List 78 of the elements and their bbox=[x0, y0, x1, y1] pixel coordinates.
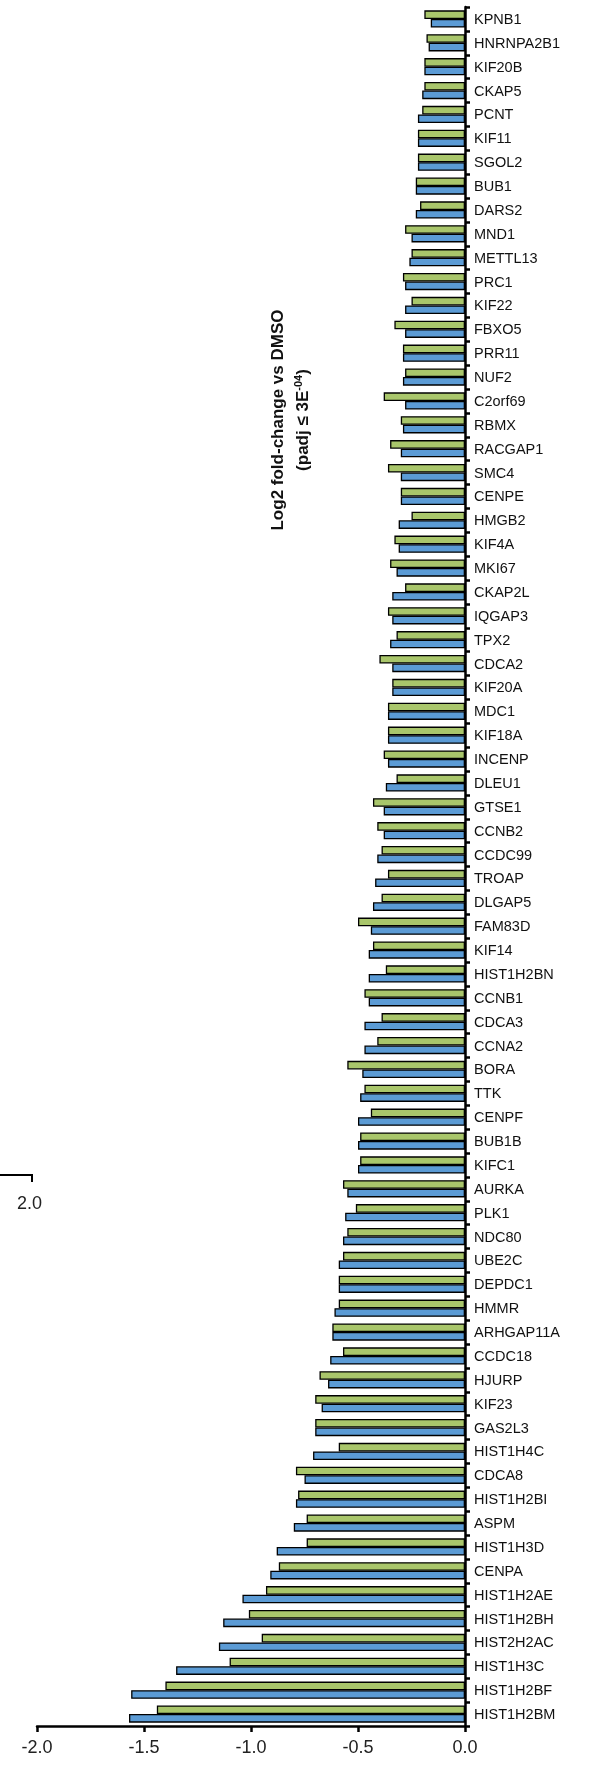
y-tick-label: CDCA3 bbox=[474, 1013, 524, 1030]
y-tick-label: MND1 bbox=[474, 225, 516, 242]
y-tick-label: PCNT bbox=[474, 106, 514, 123]
y-tick-label: NDC80 bbox=[474, 1228, 522, 1245]
y-tick-label: KIF23 bbox=[474, 1395, 513, 1412]
y-tick-label: IQGAP3 bbox=[474, 607, 528, 624]
y-tick-label: TROAP bbox=[474, 870, 524, 887]
y-tick-label: HIST1H2BM bbox=[474, 1706, 556, 1723]
y-tick-label: CENPF bbox=[474, 1109, 524, 1126]
y-tick-label: KIF14 bbox=[474, 942, 513, 959]
y-tick-label: KIF20B bbox=[474, 58, 523, 75]
y-tick-label: BUB1 bbox=[474, 178, 512, 195]
y-tick-label: BORA bbox=[474, 1061, 516, 1078]
y-tick-label: DARS2 bbox=[474, 201, 523, 218]
annotation: 2.0 bbox=[17, 1193, 43, 1214]
y-tick-label: DEPDC1 bbox=[474, 1276, 533, 1293]
x-tick-label: -1.5 bbox=[128, 1737, 160, 1757]
y-tick-label: FAM83D bbox=[474, 918, 531, 935]
y-tick-label: BUB1B bbox=[474, 1133, 522, 1150]
y-tick-label: TTK bbox=[474, 1085, 502, 1102]
y-tick-label: KIF20A bbox=[474, 679, 523, 696]
y-tick-label: ASPM bbox=[474, 1515, 516, 1532]
y-tick-label: HIST2H2AC bbox=[474, 1634, 554, 1651]
y-tick-label: TPX2 bbox=[474, 631, 511, 648]
y-tick-label: HIST1H2BF bbox=[474, 1682, 553, 1699]
y-tick-label: HIST1H3C bbox=[474, 1658, 545, 1675]
y-tick-label: CCNB2 bbox=[474, 822, 524, 839]
y-tick-label: HIST1H3D bbox=[474, 1538, 545, 1555]
y-tick-label: DLEU1 bbox=[474, 774, 521, 791]
x-tick-label: 0.0 bbox=[452, 1737, 478, 1757]
y-tick-label: DLGAP5 bbox=[474, 894, 532, 911]
y-tick-label: NUF2 bbox=[474, 369, 512, 386]
y-tick-label: CDCA8 bbox=[474, 1467, 524, 1484]
y-tick-label: GTSE1 bbox=[474, 798, 522, 815]
y-tick-label: CCNA2 bbox=[474, 1037, 524, 1054]
y-tick-label: HIST1H2AE bbox=[474, 1586, 554, 1603]
y-tick-label: HJURP bbox=[474, 1371, 523, 1388]
y-tick-label: CCDC99 bbox=[474, 846, 533, 863]
y-tick-label: CCDC18 bbox=[474, 1347, 533, 1364]
y-tick-label: KPNB1 bbox=[474, 10, 522, 27]
y-tick-label: CENPE bbox=[474, 488, 525, 505]
y-tick-label: HIST1H2BI bbox=[474, 1491, 548, 1508]
y-tick-label: METTL13 bbox=[474, 249, 538, 266]
y-tick-label: SMC4 bbox=[474, 464, 515, 481]
y-tick-label: KIF18A bbox=[474, 727, 523, 744]
y-tick-label: PRC1 bbox=[474, 273, 513, 290]
y-tick-label: HNRNPA2B1 bbox=[474, 34, 560, 51]
y-tick-label: MKI67 bbox=[474, 560, 516, 577]
y-tick-label: UBE2C bbox=[474, 1252, 523, 1269]
y-tick-label: MDC1 bbox=[474, 703, 516, 720]
y-tick-label: KIFC1 bbox=[474, 1156, 516, 1173]
y-tick-label: HMMR bbox=[474, 1300, 520, 1317]
y-tick-label: HMGB2 bbox=[474, 512, 526, 529]
y-tick-label: CKAP5 bbox=[474, 82, 522, 99]
x-tick-label: -1.0 bbox=[235, 1737, 267, 1757]
y-tick-label: HIST1H4C bbox=[474, 1443, 545, 1460]
y-tick-label: ARHGAP11A bbox=[474, 1324, 561, 1341]
y-tick-label: PLK1 bbox=[474, 1204, 510, 1221]
y-tick-label: INCENP bbox=[474, 751, 529, 768]
y-tick-label: CCNB1 bbox=[474, 989, 524, 1006]
y-tick-label: GAS2L3 bbox=[474, 1419, 529, 1436]
y-tick-label: KIF22 bbox=[474, 297, 513, 314]
y-tick-label: RACGAP1 bbox=[474, 440, 544, 457]
y-tick-label: SGOL2 bbox=[474, 154, 523, 171]
y-tick-label: PRR11 bbox=[474, 345, 520, 362]
y-tick-label: FBXO5 bbox=[474, 321, 522, 338]
y-tick-label: CENPA bbox=[474, 1562, 524, 1579]
y-tick-label: HIST1H2BN bbox=[474, 965, 554, 982]
y-tick-label: AURKA bbox=[474, 1180, 525, 1197]
y-tick-label: C2orf69 bbox=[474, 392, 526, 409]
y-tick-label: CKAP2L bbox=[474, 583, 530, 600]
x-tick-label: -2.0 bbox=[21, 1737, 53, 1757]
y-tick-label: HIST1H2BH bbox=[474, 1610, 554, 1627]
y-tick-label: KIF11 bbox=[474, 130, 512, 147]
y-tick-label: RBMX bbox=[474, 416, 517, 433]
y-tick-label: CDCA2 bbox=[474, 655, 524, 672]
y-tick-label: KIF4A bbox=[474, 536, 515, 553]
x-tick-label: -0.5 bbox=[342, 1737, 374, 1757]
